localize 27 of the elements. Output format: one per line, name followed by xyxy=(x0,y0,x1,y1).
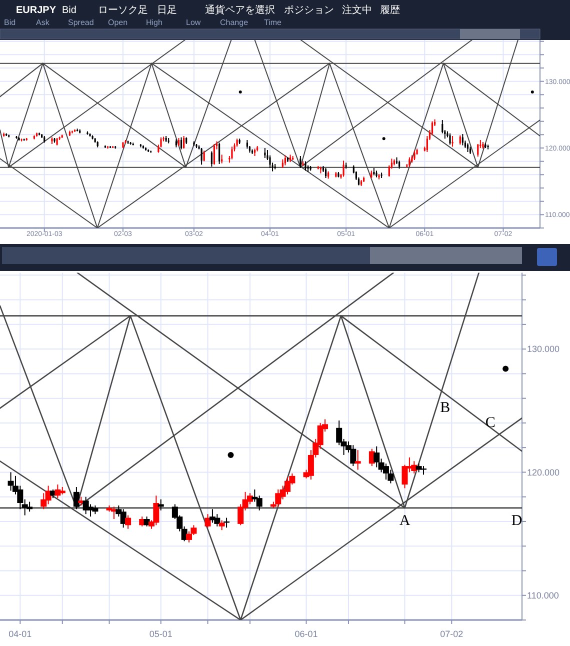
y-tick-label: 130.000 xyxy=(527,344,560,354)
text: Low xyxy=(186,18,201,27)
y-tick-label: 120.000 xyxy=(527,467,560,478)
text: Bid xyxy=(62,5,76,16)
x-tick-label: 06-01 xyxy=(294,629,318,639)
text: Open xyxy=(108,18,128,27)
text: ローソク足 xyxy=(98,5,148,16)
annotation: C xyxy=(485,415,496,432)
text: ポジション xyxy=(284,5,334,16)
text: EURJPY xyxy=(16,5,56,16)
text: 通貨ペアを選択 xyxy=(205,4,275,16)
text: 履歴 xyxy=(380,5,400,16)
x-tick-label: 04-01 xyxy=(8,629,32,639)
text: High xyxy=(146,18,162,27)
y-tick-label: 110.000 xyxy=(527,590,559,601)
text: 注文中 xyxy=(342,4,372,16)
x-tick-label: 05-01 xyxy=(149,629,172,639)
text: Change xyxy=(220,18,249,27)
text: Bid xyxy=(4,18,16,27)
annotation: B xyxy=(440,400,450,416)
annotation: D xyxy=(511,512,522,529)
annotation: A xyxy=(399,512,410,529)
text: Ask xyxy=(36,18,50,27)
x-tick-label: 07-02 xyxy=(440,629,464,639)
text: Spread xyxy=(68,18,94,27)
text: Time xyxy=(264,18,282,27)
text: 日足 xyxy=(157,5,177,16)
